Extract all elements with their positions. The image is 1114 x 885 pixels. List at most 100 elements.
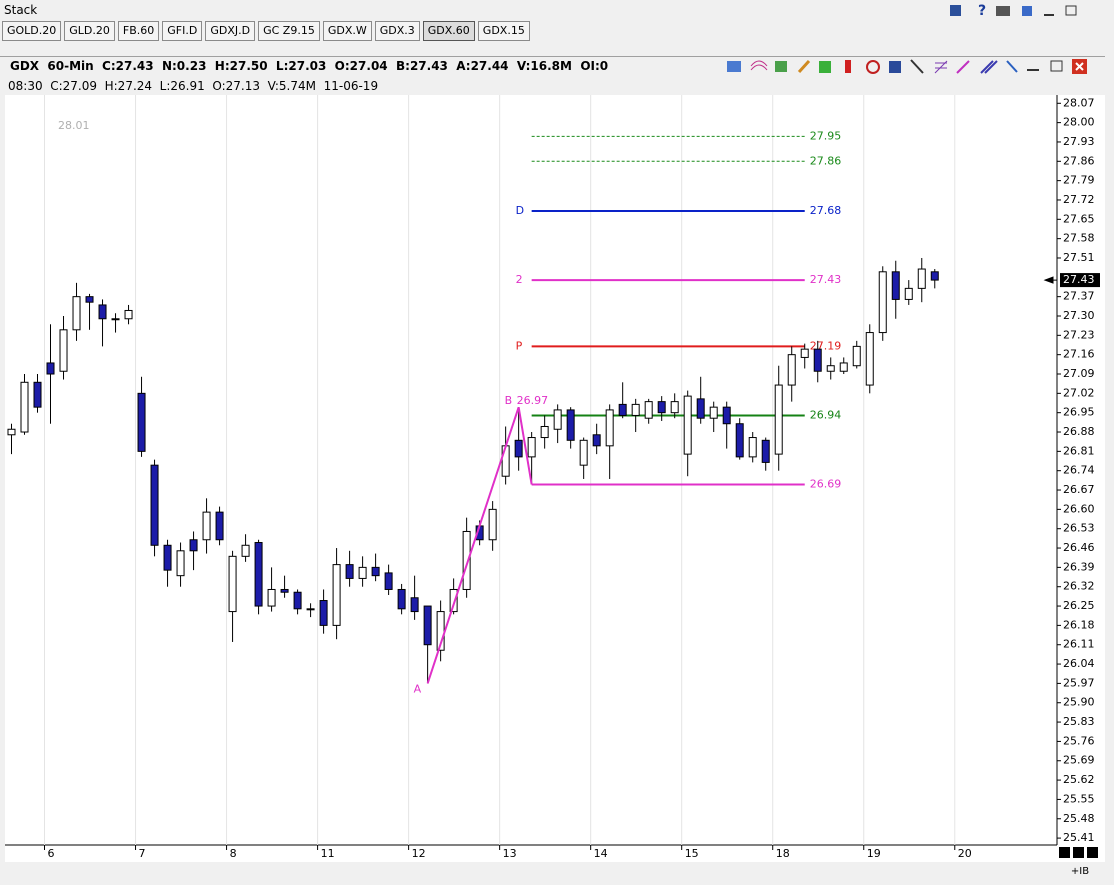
last-price: 27.43 xyxy=(1063,273,1095,286)
tool-icon[interactable] xyxy=(866,60,880,74)
tab-bar: GOLD.20 GLD.20 FB.60 GFI.D GDXJ.D GC Z9.15 GDX… xyxy=(2,21,530,41)
y-tick-label: 26.11 xyxy=(1063,638,1095,651)
annotation: 28.01 xyxy=(58,119,90,132)
candle-body xyxy=(761,439,770,463)
level-label: D xyxy=(516,204,524,217)
maximize[interactable] xyxy=(1050,60,1063,72)
tool-icon[interactable] xyxy=(910,59,924,74)
y-tick-label: 27.58 xyxy=(1063,232,1095,245)
candle-body xyxy=(566,409,575,441)
y-tick-label: 27.09 xyxy=(1063,367,1095,380)
x-axis-area xyxy=(5,845,1105,862)
tab[interactable]: GFI.D xyxy=(162,21,203,41)
candle-body xyxy=(800,348,809,358)
candle-body xyxy=(137,392,146,452)
y-tick-label: 27.30 xyxy=(1063,309,1095,322)
x-tick-label: 6 xyxy=(48,847,55,860)
y-tick-label: 26.18 xyxy=(1063,618,1095,631)
candle-body xyxy=(592,434,601,447)
candle-body xyxy=(397,588,406,610)
candle-body xyxy=(267,588,276,607)
tool-icon[interactable] xyxy=(956,60,970,74)
icon[interactable] xyxy=(950,5,961,16)
x-tick-label: 11 xyxy=(321,847,335,860)
tool-icon[interactable] xyxy=(775,61,787,72)
candle-body xyxy=(631,403,640,416)
candle-body xyxy=(917,268,926,289)
x-tick-label: 20 xyxy=(958,847,972,860)
tool-icon[interactable] xyxy=(727,61,741,72)
candle-body xyxy=(852,345,861,367)
tab[interactable]: GDX.W xyxy=(322,21,372,41)
candle-body xyxy=(501,445,510,477)
y-tick-label: 25.83 xyxy=(1063,715,1095,728)
candle-body xyxy=(176,550,185,577)
plot-area xyxy=(5,95,1057,845)
maximize[interactable] xyxy=(1065,5,1077,16)
icon[interactable] xyxy=(1022,6,1032,16)
candle-body xyxy=(33,381,42,408)
y-tick-label: 26.32 xyxy=(1063,580,1095,593)
candle-body xyxy=(163,544,172,571)
candle-body xyxy=(384,572,393,590)
candle-body xyxy=(709,406,718,419)
candle-body xyxy=(839,362,848,372)
tab[interactable]: GDX.60 xyxy=(422,21,475,41)
tool-icon[interactable] xyxy=(934,60,948,74)
zoom-button[interactable] xyxy=(1073,847,1084,858)
x-tick-label: 7 xyxy=(139,847,146,860)
tab[interactable]: GLD.20 xyxy=(64,21,115,41)
chart-toolbar xyxy=(727,59,1087,74)
tab[interactable]: GOLD.20 xyxy=(2,21,62,41)
y-tick-label: 25.76 xyxy=(1063,734,1095,747)
y-tick-label: 27.37 xyxy=(1063,290,1095,303)
tool-icon[interactable] xyxy=(889,61,901,73)
y-tick-label: 26.25 xyxy=(1063,599,1095,612)
last-price-box xyxy=(1060,273,1100,288)
y-tick-label: 27.79 xyxy=(1063,174,1095,187)
candle-body xyxy=(449,588,458,613)
tool-icon[interactable] xyxy=(1006,60,1018,73)
tool-icon[interactable] xyxy=(819,61,831,73)
tab[interactable]: GDX.3 xyxy=(374,21,420,41)
candle-body xyxy=(228,555,237,613)
y-tick-label: 27.93 xyxy=(1063,135,1095,148)
candle-body xyxy=(46,362,55,375)
y-tick-label: 26.39 xyxy=(1063,560,1095,573)
candle-body xyxy=(787,354,796,386)
zoom-button[interactable] xyxy=(1059,847,1070,858)
y-tick-label: 28.07 xyxy=(1063,96,1095,109)
pattern-label: A xyxy=(414,682,422,695)
candle-body xyxy=(202,511,211,541)
level-value: 27.86 xyxy=(810,154,842,167)
zoom-button[interactable] xyxy=(1087,847,1098,858)
candle-body xyxy=(20,381,29,433)
candle-body xyxy=(644,401,653,419)
icon[interactable] xyxy=(996,6,1010,16)
tool-icon[interactable] xyxy=(845,60,851,73)
tab[interactable]: FB.60 xyxy=(117,21,160,41)
candle-body xyxy=(670,401,679,414)
tool-icon[interactable] xyxy=(750,60,768,71)
y-tick-label: 26.81 xyxy=(1063,444,1095,457)
candle-body xyxy=(540,425,549,439)
x-tick-label: 12 xyxy=(412,847,426,860)
tool-icon[interactable] xyxy=(980,60,998,74)
y-tick-label: 27.86 xyxy=(1063,154,1095,167)
pattern-line xyxy=(517,406,533,485)
y-tick-label: 27.51 xyxy=(1063,251,1095,264)
y-tick-label: 26.74 xyxy=(1063,464,1095,477)
tab[interactable]: GDX.15 xyxy=(477,21,530,41)
candle-body xyxy=(696,398,705,419)
y-tick-label: 27.72 xyxy=(1063,193,1095,206)
tool-icon[interactable] xyxy=(797,59,811,74)
pattern-label: B xyxy=(505,394,513,407)
tab[interactable]: GDXJ.D xyxy=(205,21,256,41)
close-x[interactable] xyxy=(1075,62,1084,71)
candle-body xyxy=(241,544,250,557)
help-icon[interactable]: ? xyxy=(978,3,986,19)
candle-body xyxy=(748,437,757,458)
tab[interactable]: GC Z9.15 xyxy=(258,21,320,41)
y-tick-label: 26.95 xyxy=(1063,406,1095,419)
